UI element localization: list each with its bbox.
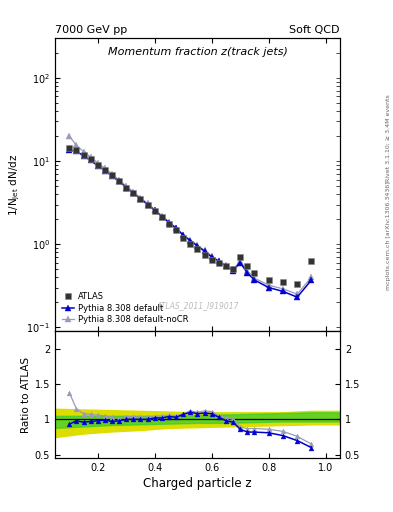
Y-axis label: 1/N$_{\rm jet}$ dN/dz: 1/N$_{\rm jet}$ dN/dz	[8, 154, 22, 216]
Text: ATLAS_2011_I919017: ATLAS_2011_I919017	[156, 302, 239, 311]
Y-axis label: Ratio to ATLAS: Ratio to ATLAS	[20, 356, 31, 433]
Text: Soft QCD: Soft QCD	[290, 25, 340, 35]
Text: mcplots.cern.ch [arXiv:1306.3436]: mcplots.cern.ch [arXiv:1306.3436]	[386, 181, 391, 290]
Text: Rivet 3.1.10; ≥ 3.4M events: Rivet 3.1.10; ≥ 3.4M events	[386, 94, 391, 182]
Text: Momentum fraction z(track jets): Momentum fraction z(track jets)	[108, 47, 287, 57]
X-axis label: Charged particle z: Charged particle z	[143, 477, 252, 490]
Legend: ATLAS, Pythia 8.308 default, Pythia 8.308 default-noCR: ATLAS, Pythia 8.308 default, Pythia 8.30…	[59, 290, 191, 327]
Text: 7000 GeV pp: 7000 GeV pp	[55, 25, 127, 35]
